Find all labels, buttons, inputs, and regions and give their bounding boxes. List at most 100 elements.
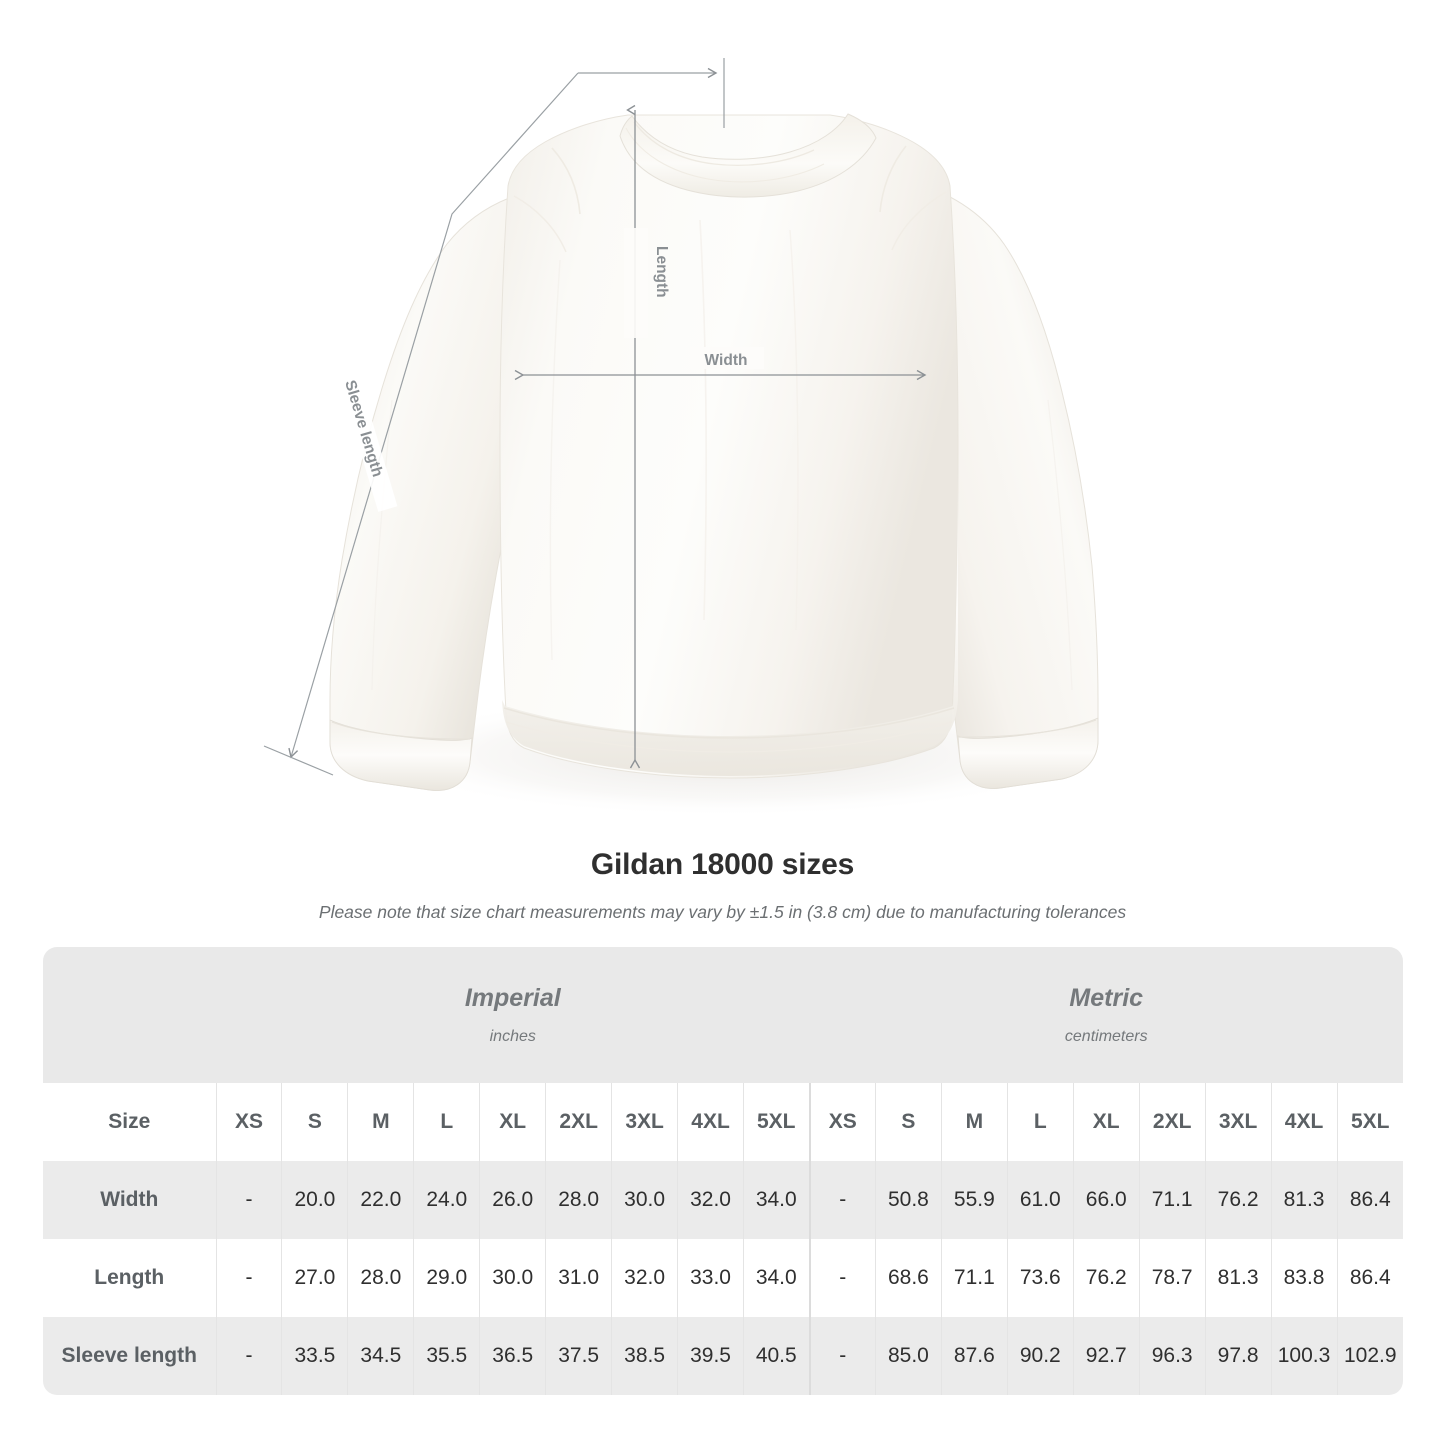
unit-banner-row: Imperial inches Metric centimeters — [43, 947, 1403, 1083]
cell-sleeve-length-metric-4xl: 100.3 — [1270, 1317, 1337, 1395]
cell-sleeve-length-imperial-xl: 36.5 — [479, 1317, 546, 1395]
title-block: Gildan 18000 sizes Please note that size… — [0, 845, 1445, 926]
column-header-metric-m: M — [940, 1083, 1008, 1161]
left-cuff-seam — [331, 721, 471, 740]
cell-sleeve-length-metric-m: 87.6 — [940, 1317, 1008, 1395]
right-armhole-seam — [891, 191, 947, 251]
cell-length-imperial-s: 27.0 — [281, 1239, 348, 1317]
column-header-metric-s: S — [874, 1083, 942, 1161]
length-dimension: Length — [624, 104, 670, 769]
cell-width-imperial-3xl: 30.0 — [611, 1161, 678, 1239]
fabric-fold-3 — [549, 259, 561, 661]
cell-width-imperial-2xl: 28.0 — [545, 1161, 612, 1239]
table-row: Sleeve length -33.5 34.5 35.5 36.5 37.5 38.5 39… — [43, 1317, 1403, 1395]
column-header-metric-xs: XS — [808, 1083, 876, 1161]
cell-length-metric-5xl: 86.4 — [1336, 1239, 1403, 1317]
column-header-imperial-xl: XL — [479, 1083, 546, 1161]
fabric-fold-4 — [371, 399, 393, 691]
column-header-imperial-5xl: 5XL — [743, 1083, 810, 1161]
cell-width-metric-l: 61.0 — [1006, 1161, 1074, 1239]
column-header-imperial-m: M — [347, 1083, 414, 1161]
left-shoulder-seam — [551, 147, 581, 215]
cell-width-imperial-4xl: 32.0 — [677, 1161, 744, 1239]
cell-width-imperial-xs: - — [215, 1161, 282, 1239]
fabric-fold-2 — [789, 229, 799, 631]
cell-length-imperial-2xl: 31.0 — [545, 1239, 612, 1317]
garment-diagram-svg: Length Width Sleeve length — [263, 58, 1099, 817]
tolerance-note: Please note that size chart measurements… — [318, 902, 1127, 922]
cell-sleeve-length-imperial-m: 34.5 — [347, 1317, 414, 1395]
width-dimension: Width — [514, 347, 927, 381]
cell-sleeve-length-imperial-3xl: 38.5 — [611, 1317, 678, 1395]
cell-length-metric-s: 68.6 — [874, 1239, 942, 1317]
collar-inner-seam — [633, 121, 815, 166]
cell-sleeve-length-imperial-5xl: 40.5 — [743, 1317, 810, 1395]
unit-banner-metric: Metric centimeters — [809, 947, 1403, 1083]
cell-length-imperial-m: 28.0 — [347, 1239, 414, 1317]
collar-outer-seam — [625, 127, 825, 183]
cell-length-metric-2xl: 78.7 — [1138, 1239, 1206, 1317]
cell-sleeve-length-metric-2xl: 96.3 — [1138, 1317, 1206, 1395]
fabric-fold-5 — [1047, 399, 1073, 691]
garment-illustration: Length Width Sleeve length — [263, 58, 1099, 817]
column-header-imperial-xs: XS — [215, 1083, 282, 1161]
cell-sleeve-length-imperial-4xl: 39.5 — [677, 1317, 744, 1395]
cell-length-imperial-3xl: 32.0 — [611, 1239, 678, 1317]
cell-width-imperial-xl: 26.0 — [479, 1161, 546, 1239]
length-label: Length — [653, 246, 670, 298]
row-label-sleeve-length: Sleeve length — [43, 1317, 216, 1395]
column-header-size: Size — [43, 1083, 216, 1161]
cell-sleeve-length-metric-xl: 92.7 — [1072, 1317, 1140, 1395]
column-header-imperial-s: S — [281, 1083, 348, 1161]
cell-width-imperial-s: 20.0 — [281, 1161, 348, 1239]
cell-sleeve-length-imperial-l: 35.5 — [413, 1317, 480, 1395]
cell-length-metric-m: 71.1 — [940, 1239, 1008, 1317]
cell-length-imperial-xl: 30.0 — [479, 1239, 546, 1317]
garment-body — [499, 114, 959, 779]
table-row: Width -20.0 22.0 24.0 26.0 28.0 30.0 32.0 34.0-5… — [43, 1161, 1403, 1239]
cell-sleeve-length-imperial-2xl: 37.5 — [545, 1317, 612, 1395]
cell-length-imperial-xs: - — [215, 1239, 282, 1317]
size-chart-table-container: Imperial inches Metric centimeters Size XS S M L… — [43, 947, 1403, 1395]
cell-width-metric-s: 50.8 — [874, 1161, 942, 1239]
right-shoulder-seam — [879, 145, 907, 213]
cell-width-imperial-l: 24.0 — [413, 1161, 480, 1239]
size-chart-table: Imperial inches Metric centimeters Size XS S M L… — [43, 947, 1403, 1395]
column-header-imperial-2xl: 2XL — [545, 1083, 612, 1161]
column-header-metric-3xl: 3XL — [1204, 1083, 1272, 1161]
size-header-row: Size XS S M L XL 2XL 3XL 4XL 5XL XS S M L XL 2XL 3XL 4XL 5… — [43, 1083, 1403, 1161]
cell-sleeve-length-metric-s: 85.0 — [874, 1317, 942, 1395]
cell-width-metric-xl: 66.0 — [1072, 1161, 1140, 1239]
unit-system-unit: centimeters — [1064, 1027, 1148, 1045]
column-header-metric-l: L — [1006, 1083, 1074, 1161]
cell-width-metric-3xl: 76.2 — [1204, 1161, 1272, 1239]
table-row: Length -27.0 28.0 29.0 30.0 31.0 32.0 33.0 34.0-… — [43, 1239, 1403, 1317]
cell-length-metric-4xl: 83.8 — [1270, 1239, 1337, 1317]
cell-width-imperial-5xl: 34.0 — [743, 1161, 810, 1239]
cell-length-imperial-5xl: 34.0 — [743, 1239, 810, 1317]
row-label-width: Width — [43, 1161, 216, 1239]
cell-sleeve-length-imperial-xs: - — [215, 1317, 282, 1395]
cell-width-metric-5xl: 86.4 — [1336, 1161, 1403, 1239]
cell-length-metric-l: 73.6 — [1006, 1239, 1074, 1317]
column-header-metric-xl: XL — [1072, 1083, 1140, 1161]
cell-width-imperial-m: 22.0 — [347, 1161, 414, 1239]
cell-length-imperial-l: 29.0 — [413, 1239, 480, 1317]
hem-seam-2 — [505, 721, 953, 753]
right-cuff-seam — [957, 719, 1097, 738]
cell-length-imperial-4xl: 33.0 — [677, 1239, 744, 1317]
cell-length-metric-3xl: 81.3 — [1204, 1239, 1272, 1317]
unit-banner-imperial: Imperial inches — [216, 947, 810, 1083]
cell-sleeve-length-metric-5xl: 102.9 — [1336, 1317, 1403, 1395]
column-header-imperial-3xl: 3XL — [611, 1083, 678, 1161]
column-header-imperial-l: L — [413, 1083, 480, 1161]
cell-width-metric-xs: - — [808, 1161, 876, 1239]
column-header-metric-5xl: 5XL — [1336, 1083, 1403, 1161]
fabric-fold-1 — [699, 219, 707, 621]
cell-sleeve-length-metric-l: 90.2 — [1006, 1317, 1074, 1395]
row-label-length: Length — [43, 1239, 216, 1317]
cell-length-metric-xl: 76.2 — [1072, 1239, 1140, 1317]
column-header-metric-2xl: 2XL — [1138, 1083, 1206, 1161]
left-armhole-seam — [513, 195, 567, 253]
unit-system-unit: inches — [489, 1027, 536, 1045]
